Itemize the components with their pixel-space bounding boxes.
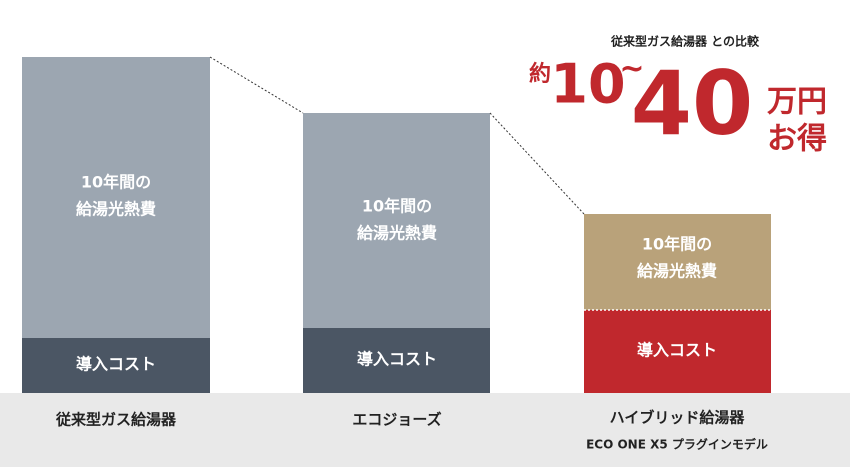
bar-text: 給湯光熱費 bbox=[357, 224, 437, 243]
bar-text: 導入コスト bbox=[637, 341, 717, 360]
connector bbox=[209, 56, 304, 114]
tilde: ~ bbox=[619, 52, 644, 87]
bar-text: 給湯光熱費 bbox=[637, 262, 717, 281]
bar-label: エコジョーズ bbox=[352, 411, 441, 429]
label-band bbox=[0, 393, 850, 467]
from-amount: 10 bbox=[550, 53, 625, 116]
bar-text: 導入コスト bbox=[357, 350, 437, 369]
bar-text: 給湯光熱費 bbox=[76, 200, 156, 219]
unit: 万円 bbox=[767, 85, 827, 120]
prefix: 約 bbox=[529, 61, 551, 87]
bar-lower bbox=[22, 338, 210, 393]
bar-sublabel: ECO ONE X5 プラグインモデル bbox=[586, 437, 768, 452]
bar-lower bbox=[584, 310, 771, 393]
bar-lower bbox=[303, 328, 490, 393]
bar-text: 10年間の bbox=[81, 173, 151, 192]
to-amount: 40 bbox=[631, 52, 753, 155]
bar-text: 導入コスト bbox=[76, 355, 156, 374]
bar-upper bbox=[303, 113, 490, 328]
bar-text: 10年間の bbox=[642, 235, 712, 254]
bar-label: 従来型ガス給湯器 bbox=[55, 411, 177, 429]
connector bbox=[489, 112, 585, 215]
bar-upper bbox=[22, 57, 210, 338]
bar-upper bbox=[584, 214, 771, 310]
suffix: お得 bbox=[767, 122, 827, 157]
bar-text: 10年間の bbox=[362, 197, 432, 216]
comparison-note: 従来型ガス給湯器 との比較 bbox=[610, 34, 760, 49]
bar-label: ハイブリッド給湯器 bbox=[610, 409, 746, 427]
